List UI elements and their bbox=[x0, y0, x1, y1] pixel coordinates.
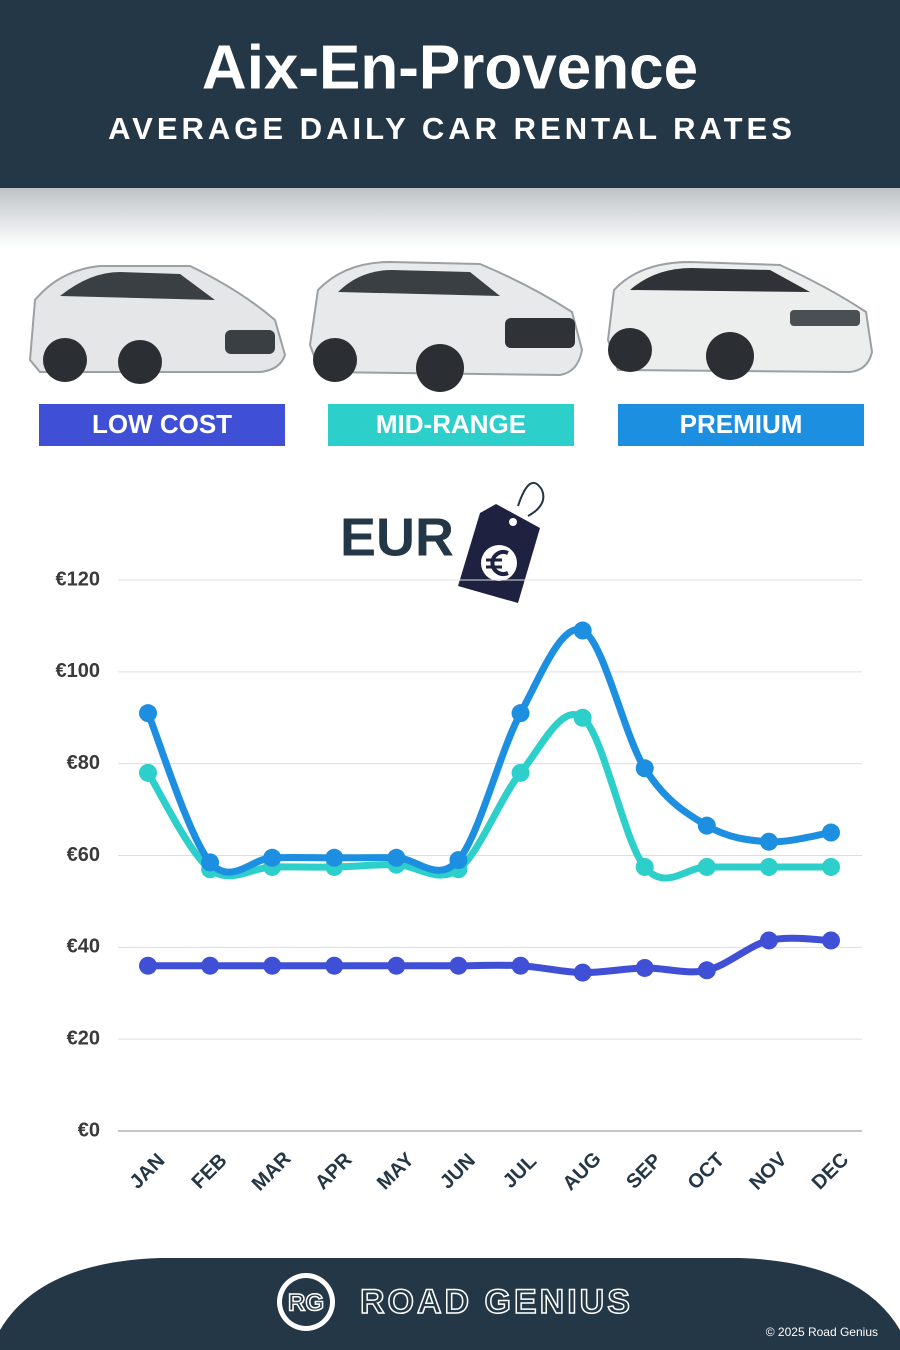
x-tick-label: DEC bbox=[808, 1149, 853, 1194]
data-point bbox=[139, 763, 157, 782]
data-point bbox=[573, 708, 592, 727]
data-point bbox=[263, 956, 282, 975]
data-point bbox=[511, 956, 530, 975]
legend: LOW COST MID-RANGE PREMIUM bbox=[39, 404, 864, 446]
header-shadow bbox=[0, 188, 900, 248]
data-point bbox=[139, 956, 157, 975]
title: Aix-En-Provence bbox=[202, 33, 698, 102]
logo-disc bbox=[282, 1278, 330, 1326]
data-point bbox=[573, 621, 592, 640]
data-point bbox=[387, 956, 406, 975]
header-band bbox=[0, 0, 900, 188]
x-tick-label: FEB bbox=[188, 1150, 232, 1194]
y-tick-label: €80 bbox=[67, 752, 100, 774]
legend-label: MID-RANGE bbox=[376, 409, 526, 439]
x-tick-label: JAN bbox=[126, 1150, 170, 1194]
data-point bbox=[325, 956, 344, 975]
data-point bbox=[511, 763, 530, 782]
x-tick-label: SEP bbox=[622, 1150, 666, 1194]
data-point bbox=[697, 816, 716, 835]
legend-label: PREMIUM bbox=[680, 409, 803, 439]
x-tick-label: NOV bbox=[745, 1148, 792, 1195]
data-point bbox=[822, 823, 840, 842]
logo-text: RG bbox=[288, 1289, 324, 1316]
data-point bbox=[759, 832, 778, 851]
data-point bbox=[449, 956, 468, 975]
copyright: © 2025 Road Genius bbox=[766, 1325, 878, 1339]
y-tick-label: €20 bbox=[67, 1027, 100, 1049]
series-line bbox=[144, 934, 835, 977]
x-tick-label: OCT bbox=[684, 1149, 729, 1194]
y-tick-label: €120 bbox=[56, 568, 101, 590]
x-tick-label: JUL bbox=[499, 1150, 541, 1192]
legend-badge bbox=[328, 404, 574, 446]
price-tag-icon bbox=[458, 481, 545, 603]
data-point bbox=[822, 931, 840, 950]
legend-badge bbox=[39, 404, 285, 446]
subtitle: AVERAGE DAILY CAR RENTAL RATES bbox=[108, 111, 796, 146]
data-point bbox=[139, 704, 157, 723]
footer-band bbox=[0, 1258, 900, 1350]
legend-label: LOW COST bbox=[92, 409, 232, 439]
unit-label: EUR bbox=[340, 507, 454, 567]
data-point bbox=[573, 963, 592, 982]
data-point bbox=[511, 704, 530, 723]
x-tick-label: MAY bbox=[373, 1148, 419, 1194]
data-point bbox=[201, 853, 220, 872]
y-tick-label: €0 bbox=[78, 1119, 100, 1141]
data-point bbox=[635, 958, 654, 977]
car-premium bbox=[606, 260, 874, 380]
x-tick-label: AUG bbox=[559, 1148, 606, 1195]
data-point bbox=[263, 848, 282, 867]
car-low-cost bbox=[28, 265, 287, 384]
data-point bbox=[635, 759, 654, 778]
data-point bbox=[635, 857, 654, 876]
plot: €0 €20 €40 €60 €80 €100 €120 JAN FEB MAR APR MAY JUN… bbox=[56, 568, 862, 1195]
data-point bbox=[201, 956, 220, 975]
y-tick-label: €100 bbox=[56, 660, 101, 682]
data-point bbox=[822, 857, 840, 876]
data-point bbox=[697, 857, 716, 876]
data-point bbox=[759, 857, 778, 876]
y-tick-label: €60 bbox=[67, 844, 100, 866]
x-tick-label: JUN bbox=[436, 1150, 480, 1194]
x-tick-label: MAR bbox=[248, 1147, 296, 1195]
y-tick-label: €40 bbox=[67, 936, 100, 958]
data-point bbox=[387, 848, 406, 867]
data-point bbox=[449, 851, 468, 870]
brand: ROAD GENIUS bbox=[360, 1283, 633, 1321]
data-point bbox=[325, 848, 344, 867]
data-point bbox=[697, 961, 716, 980]
series-line bbox=[144, 626, 835, 876]
data-point bbox=[759, 931, 778, 950]
x-tick-label: APR bbox=[311, 1148, 357, 1194]
car-mid-range bbox=[308, 260, 584, 392]
legend-badge bbox=[618, 404, 864, 446]
